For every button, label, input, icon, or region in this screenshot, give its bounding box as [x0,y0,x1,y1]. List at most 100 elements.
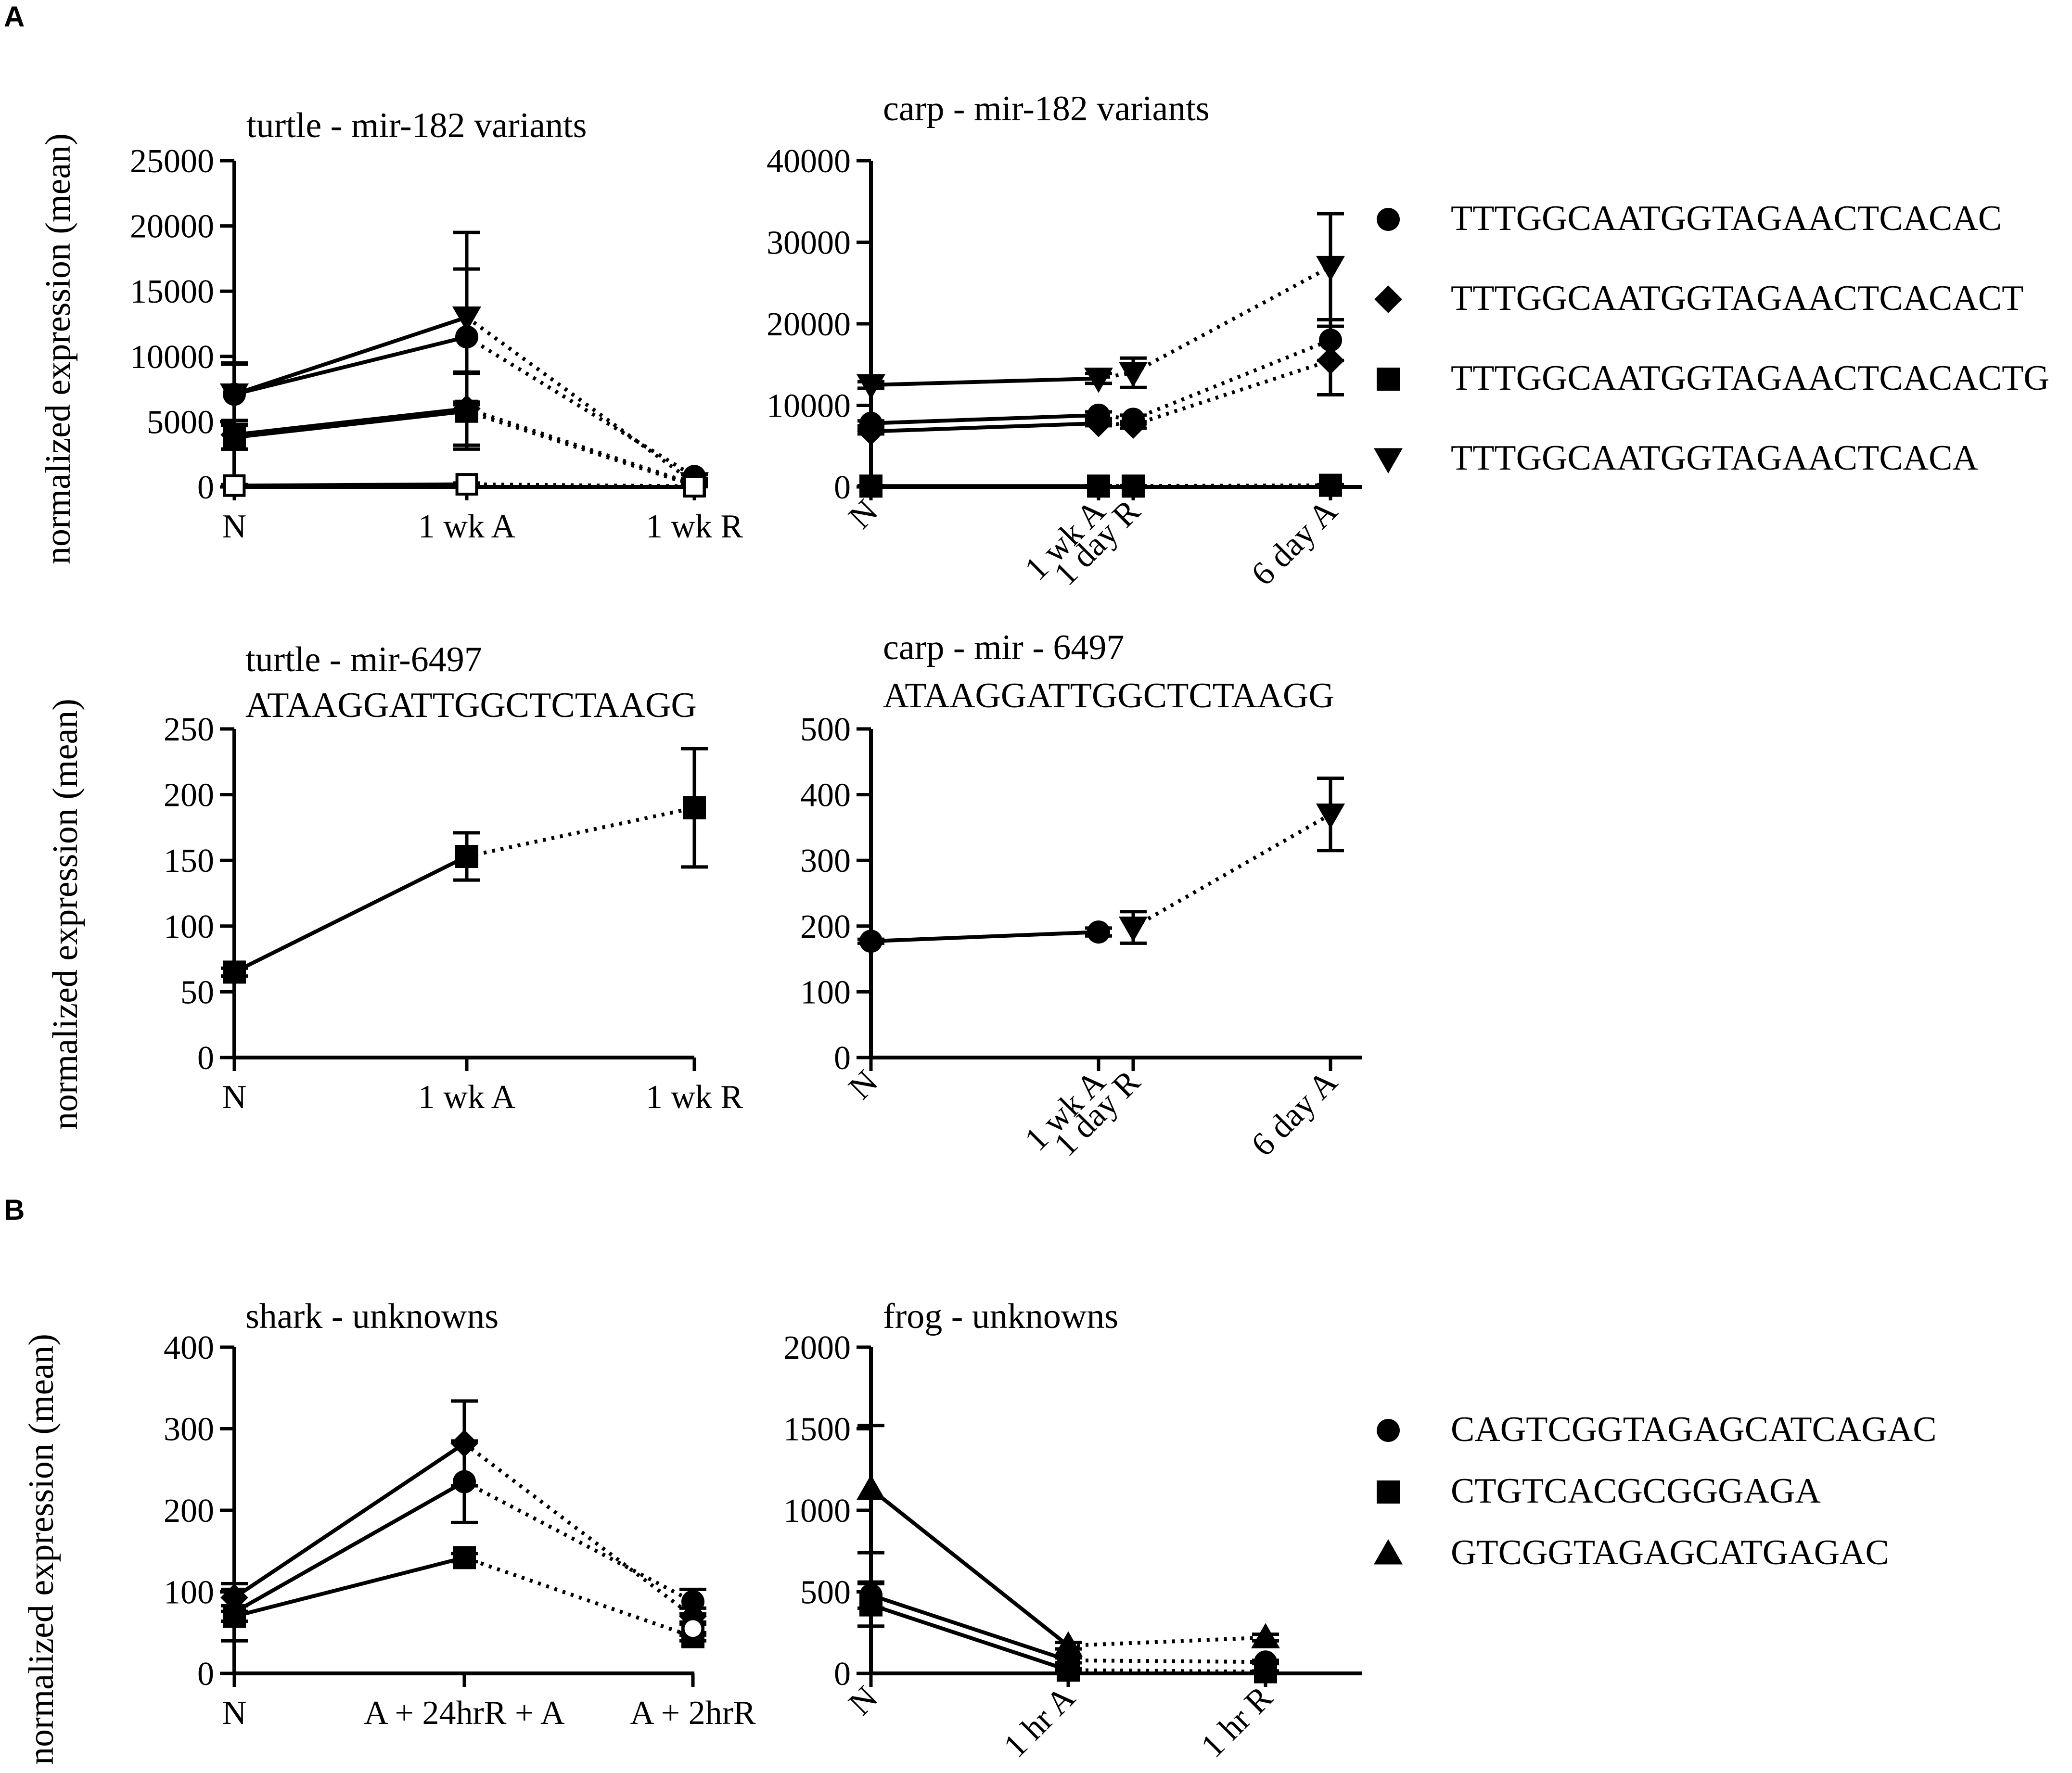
series-line [870,421,1099,434]
chart-title: frog - unknowns [883,1297,1118,1336]
data-point [1319,473,1342,497]
series-line [870,1593,1069,1662]
x-tick-label: A + 24hrR + A [364,1695,565,1732]
data-point [683,796,706,819]
chart-subtitle: ATAAGGATTGGCTCTAAGG [883,676,1334,715]
y-tick-label: 200 [164,777,214,814]
data-point [1251,1623,1280,1648]
series-line [233,855,468,974]
chart-carp-mir182: carp - mir-182 variants 0 10000 20000 30000 4… [767,89,1362,593]
series-line [234,407,467,437]
data-point [455,845,478,868]
data-point [1087,474,1110,498]
y-tick-label: 500 [800,711,851,748]
y-tick-label: 0 [197,1040,214,1077]
data-point [455,399,478,423]
y-axis-label: normalized expression (mean) [22,1334,61,1765]
chart-title: turtle - mir-182 variants [246,106,587,145]
x-tick-label: 1 hr R [1194,1679,1279,1765]
series-line [870,413,1099,425]
series-line-dotted [466,407,695,486]
series-line [233,1480,465,1614]
legend-panel-b: CAGTCGGTAGAGCATCAGAC CTGTCACGCGGGAGA GTCGG… [1374,1410,1937,1572]
legend-marker [1374,448,1403,473]
legend-label: GTCGGTAGAGCATGAGAC [1451,1533,1889,1572]
legend-panel-a: TTTGGCAATGGTAGAACTCACAC TTTGGCAATGGTAGAAC… [1374,199,2049,478]
chart-turtle-mir6497: turtle - mir-6497 ATAAGGATTGGCTCTAAGG 0 50 1… [164,640,743,1116]
series-line-dotted [1132,338,1331,421]
y-tick-label: 400 [164,1329,214,1366]
y-tick-label: 2000 [783,1329,851,1366]
data-point [1085,409,1113,437]
legend-label: TTTGGCAATGGTAGAACTCACACTG [1451,358,2049,398]
data-point [453,1546,476,1569]
y-tick-label: 0 [834,1040,851,1077]
series-line-dotted [466,482,695,488]
series-line [233,1441,466,1599]
data-point [220,383,249,409]
data-point [1119,362,1148,387]
legend-marker [1377,368,1400,391]
data-point [453,1470,476,1493]
x-tick-label: 1 wk R [646,508,743,545]
y-tick-label: 100 [164,1574,214,1611]
chart-carp-mir6497: carp - mir - 6497 ATAAGGATTGGCTCTAAGG 0 100… [800,628,1362,1163]
series-line-dotted [466,409,695,488]
y-tick-label: 400 [800,777,851,814]
data-point [859,474,883,498]
legend-marker [1374,1539,1403,1565]
data-point [1084,368,1113,393]
panel-label-b: B [4,1194,25,1226]
y-tick-label: 0 [197,469,214,506]
data-point [223,474,246,497]
chart-turtle-mir182: turtle - mir-182 variants 0 5000 10000 15000… [130,106,743,545]
data-point [223,960,246,984]
legend-marker [1374,285,1402,313]
series-line-dotted [463,1556,694,1639]
y-tick-label: 0 [834,469,851,506]
data-point [1316,804,1345,829]
series-line-dotted [1132,265,1331,375]
y-tick-label: 15000 [130,273,214,310]
series-line-dotted [1068,1658,1266,1664]
data-point [1254,1660,1277,1684]
chart-title: shark - unknowns [245,1297,499,1336]
data-point [1054,1631,1083,1657]
legend-label: TTTGGCAATGGTAGAACTCACA [1451,438,1978,478]
series-line-dotted [1132,358,1331,427]
y-tick-label: 200 [164,1492,214,1530]
chart-title: carp - mir - 6497 [883,628,1124,667]
y-tick-label: 300 [800,842,851,880]
y-tick-label: 0 [197,1656,214,1693]
series-line-dotted [463,1441,694,1618]
chart-subtitle: ATAAGGATTGGCTCTAAGG [245,686,697,725]
series-line [870,376,1099,387]
series-line-dotted [466,806,695,858]
x-tick-label: 1 hr A [997,1679,1083,1765]
y-tick-label: 500 [800,1574,851,1611]
legend-marker [1377,1419,1400,1442]
series-line [234,335,467,396]
legend-label: TTTGGCAATGGTAGAACTCACACT [1451,279,2023,318]
y-tick-label: 10000 [767,388,851,425]
series-line-dotted [463,1480,694,1604]
y-tick-label: 0 [834,1656,851,1693]
data-point [857,1474,885,1500]
series-line-dotted [1132,813,1331,930]
x-tick-label: N [222,1079,247,1116]
series-line [234,1556,465,1619]
x-tick-label: 1 wk R [646,1079,743,1116]
series-line-dotted [1098,413,1134,421]
y-tick-label: 1500 [783,1411,851,1448]
data-point [859,1593,883,1617]
data-point [1119,411,1147,439]
y-tick-label: 200 [800,908,851,945]
series-line-dotted [465,335,696,478]
y-tick-label: 20000 [130,208,214,245]
legend-label: CAGTCGGTAGAGCATCAGAC [1451,1410,1937,1449]
y-tick-label: 20000 [767,306,851,343]
data-point [223,425,246,449]
series-line [234,482,467,488]
y-axis-label: normalized expression (mean) [38,133,78,564]
